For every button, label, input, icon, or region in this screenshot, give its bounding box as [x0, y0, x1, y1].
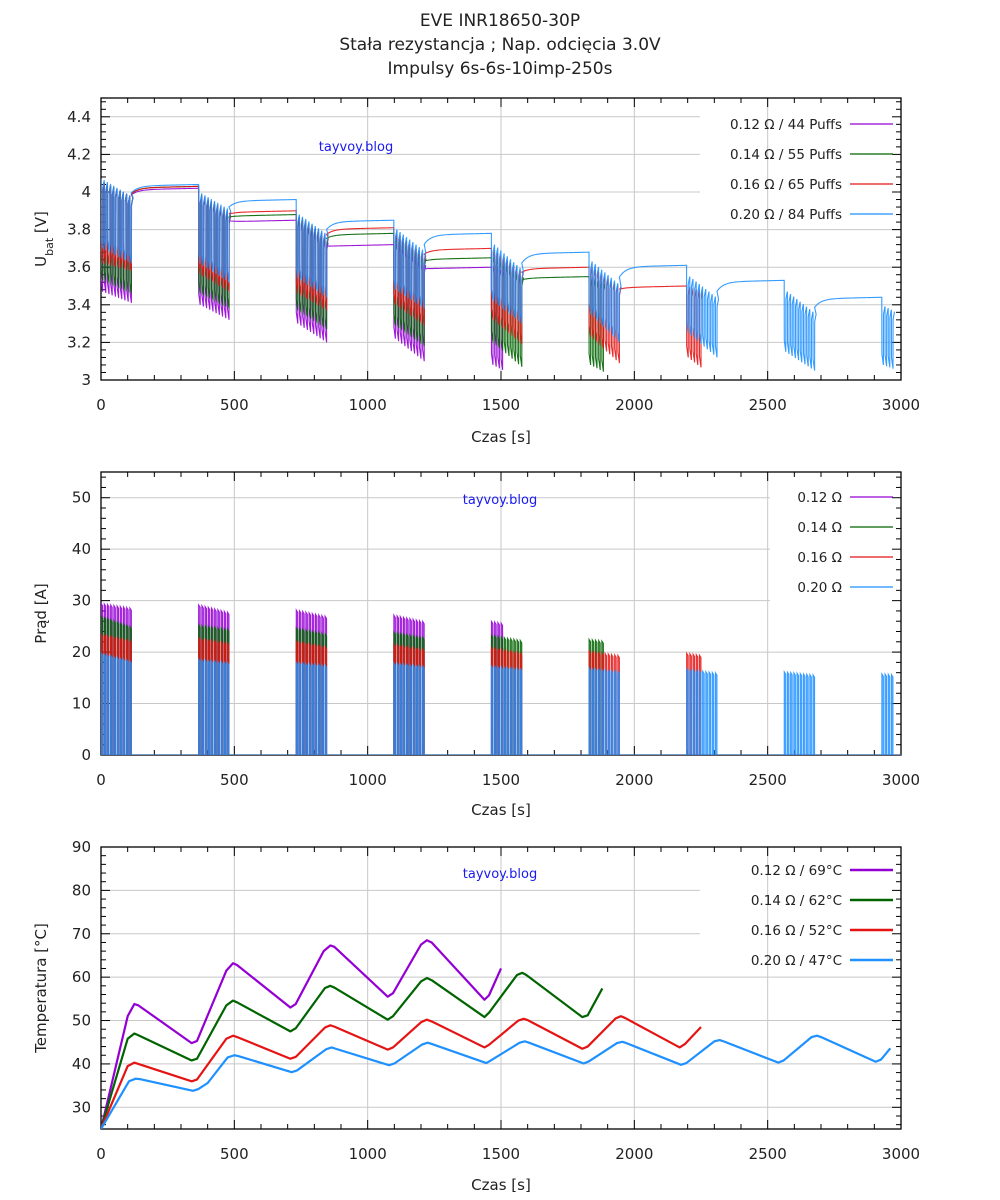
legend-label: 0.16 Ω	[797, 550, 842, 566]
watermark: tayvoy.blog	[319, 140, 393, 155]
panel-3: 0 500 1000 1500 2000 2500 3000 30 40 50 60 70 80 90 Cz…	[32, 838, 920, 1194]
x-tick-label: 0	[96, 396, 106, 414]
y-tick-label: 3.8	[67, 221, 91, 239]
x-axis-label: Czas [s]	[471, 801, 531, 819]
legend-label: 0.14 Ω	[797, 520, 842, 536]
x-tick-label: 3000	[882, 771, 920, 789]
legend-label: 0.12 Ω / 44 Puffs	[730, 117, 842, 133]
x-tick-label: 2000	[615, 1145, 653, 1163]
x-tick-label: 0	[96, 771, 106, 789]
legend: 0.12 Ω 0.14 Ω 0.16 Ω 0.20 Ω	[797, 490, 893, 596]
series-line-r012	[101, 939, 503, 1129]
ticks	[100, 846, 902, 1129]
panel-1: 0 500 1000 1500 2000 2500 3000 3 3.2 3.4 3.6 3.8 4 4.…	[32, 97, 920, 446]
x-axis-label: Czas [s]	[471, 428, 531, 446]
series-line-r020	[101, 178, 896, 371]
x-axis-label: Czas [s]	[471, 1176, 531, 1194]
chart-title-line-3: Impulsy 6s-6s-10imp-250s	[387, 59, 613, 79]
gridlines	[101, 846, 901, 1129]
y-tick-label: 3.6	[67, 258, 91, 276]
x-tick-label: 1500	[482, 771, 520, 789]
series-line-r020	[101, 1034, 892, 1129]
x-tick-label: 1500	[482, 396, 520, 414]
x-tick-label: 3000	[882, 1145, 920, 1163]
x-tick-label: 2500	[749, 771, 787, 789]
watermark: tayvoy.blog	[463, 493, 537, 508]
legend-label: 0.20 Ω	[797, 580, 842, 596]
x-tick-label: 500	[220, 1145, 249, 1163]
y-tick-label: 60	[72, 968, 91, 986]
y-tick-label: 30	[72, 1098, 91, 1116]
x-tick-label: 0	[96, 1145, 106, 1163]
y-tick-label: 4.4	[67, 108, 91, 126]
y-axis-label: Temperatura [°C]	[32, 923, 50, 1054]
series-line-r014	[101, 180, 606, 372]
x-tick-label: 1000	[349, 1145, 387, 1163]
y-tick-label: 50	[72, 1012, 91, 1030]
x-tick-label: 500	[220, 396, 249, 414]
legend-label: 0.20 Ω / 84 Puffs	[730, 207, 842, 223]
y-tick-label: 3.4	[67, 296, 91, 314]
x-tick-label: 3000	[882, 396, 920, 414]
legend-label: 0.12 Ω	[797, 490, 842, 506]
legend-label: 0.16 Ω / 65 Puffs	[730, 177, 842, 193]
series-group	[101, 601, 901, 755]
panel-2: 0 500 1000 1500 2000 2500 3000 0 10 20 30 40 50 Czas …	[32, 471, 920, 819]
y-tick-label: 4.2	[67, 145, 91, 163]
x-tick-label: 2000	[615, 771, 653, 789]
series-group	[101, 939, 892, 1129]
y-tick-label: 30	[72, 592, 91, 610]
x-tick-label: 500	[220, 771, 249, 789]
x-tick-label: 1000	[349, 396, 387, 414]
legend-label: 0.16 Ω / 52°C	[751, 923, 842, 939]
y-tick-label: 40	[72, 540, 91, 558]
x-tick-label: 2500	[749, 396, 787, 414]
plot-frame	[100, 846, 902, 1130]
series-line-r014	[101, 971, 604, 1129]
y-tick-label: 3	[81, 371, 91, 389]
y-tick-label: 0	[81, 746, 91, 764]
chart-title-line-1: EVE INR18650-30P	[419, 11, 581, 31]
legend-label: 0.20 Ω / 47°C	[751, 953, 842, 969]
y-axis-label: Prąd [A]	[32, 583, 50, 643]
y-tick-label: 10	[72, 695, 91, 713]
legend-label: 0.12 Ω / 69°C	[751, 863, 842, 879]
x-tick-label: 2000	[615, 396, 653, 414]
y-tick-label: 3.2	[67, 333, 91, 351]
legend-label: 0.14 Ω / 55 Puffs	[730, 147, 842, 163]
legend: 0.12 Ω / 69°C 0.14 Ω / 62°C 0.16 Ω / 52°C 0…	[751, 863, 893, 969]
y-tick-label: 50	[72, 489, 91, 507]
y-tick-label: 40	[72, 1055, 91, 1073]
y-tick-label: 90	[72, 838, 91, 856]
x-tick-label: 2500	[749, 1145, 787, 1163]
legend-label: 0.14 Ω / 62°C	[751, 893, 842, 909]
x-tick-label: 1500	[482, 1145, 520, 1163]
y-tick-label: 70	[72, 925, 91, 943]
watermark: tayvoy.blog	[463, 867, 537, 882]
y-tick-label: 80	[72, 881, 91, 899]
chart-title-line-2: Stała rezystancja ; Nap. odcięcia 3.0V	[339, 35, 661, 55]
y-tick-label: 4	[81, 183, 91, 201]
y-tick-label: 20	[72, 643, 91, 661]
series-group	[101, 178, 896, 372]
y-axis-label: Ubat [V]	[32, 211, 56, 267]
x-tick-label: 1000	[349, 771, 387, 789]
series-area-r020	[101, 652, 901, 755]
series-line-r016	[101, 1015, 702, 1129]
legend: 0.12 Ω / 44 Puffs 0.14 Ω / 55 Puffs 0.16 Ω…	[730, 117, 893, 223]
